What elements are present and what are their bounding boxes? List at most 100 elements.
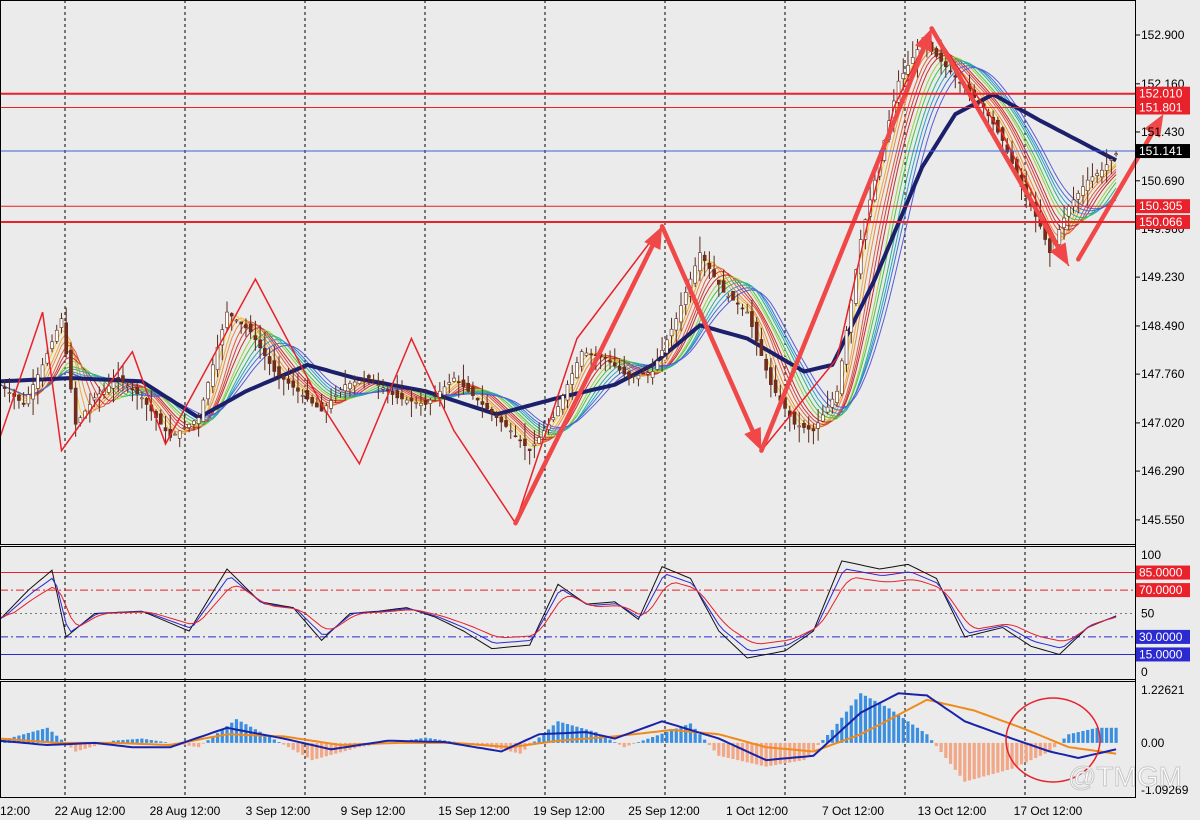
x-tick-label: 13 Oct 12:00 [918, 804, 987, 818]
macd-histogram-bar [580, 728, 584, 743]
macd-histogram-bar [546, 729, 551, 743]
candle-body [480, 401, 485, 405]
macd-histogram-bar [59, 739, 64, 743]
macd-histogram-bar [759, 742, 763, 766]
watermark-text: @TMGM [1068, 761, 1182, 792]
candle-body [357, 380, 362, 384]
candle-body [116, 377, 121, 379]
candle-body [570, 373, 575, 385]
candle-body [225, 311, 229, 328]
macd-histogram-bar [882, 705, 886, 743]
candle-body [622, 367, 627, 375]
macd-histogram-bar [22, 734, 26, 743]
macd-histogram-bar [513, 742, 518, 753]
macd-histogram-bar [693, 728, 697, 743]
candle-body [740, 307, 745, 310]
macd-histogram-bar [703, 739, 707, 743]
macd-y-tick-label: 1.22621 [1141, 683, 1185, 697]
macd-histogram-bar [660, 733, 664, 743]
macd-histogram-bar [310, 742, 314, 761]
candle-body [523, 438, 527, 446]
candle-body [532, 443, 537, 447]
candle-body [400, 393, 404, 400]
candle-body [665, 339, 669, 354]
macd-histogram-bar [168, 742, 172, 744]
candle-body [835, 390, 839, 403]
candle-body [693, 265, 697, 284]
candle-body [1114, 153, 1118, 156]
candle-body [674, 318, 679, 331]
candle-body [584, 352, 589, 356]
candle-body [485, 403, 489, 410]
macd-histogram-bar [613, 742, 617, 743]
candle-body [731, 291, 735, 301]
macd-histogram-bar [45, 727, 49, 743]
macd-histogram-bar [665, 731, 669, 743]
candle-body [773, 379, 778, 393]
macd-histogram-bar [126, 739, 130, 743]
x-tick-label: 9 Sep 12:00 [341, 804, 406, 818]
stoch-y-tick-label: 0 [1141, 665, 1148, 679]
macd-histogram-bar [717, 742, 721, 756]
candle-body [277, 366, 281, 376]
candle-body [329, 400, 333, 409]
macd-histogram-bar [778, 742, 782, 765]
macd-histogram-bar [887, 708, 891, 743]
candle-body [452, 377, 456, 382]
macd-histogram-bar [859, 693, 863, 743]
candle-body [419, 403, 423, 406]
macd-histogram-bar [267, 736, 272, 743]
candle-body [73, 387, 78, 425]
candle-body [726, 295, 731, 298]
macd-histogram-bar [816, 742, 820, 746]
candle-body [764, 358, 768, 371]
highlight-circle [1005, 697, 1101, 783]
macd-histogram-bar [140, 738, 144, 743]
macd-histogram-bar [111, 740, 116, 743]
macd-histogram-bar [1053, 742, 1057, 748]
macd-histogram-bar [78, 742, 82, 751]
macd-histogram-bar [977, 742, 981, 778]
candle-body [551, 417, 556, 421]
candle-body [135, 387, 139, 395]
candle-body [702, 254, 707, 261]
candle-body [679, 305, 683, 323]
macd-histogram-bar [234, 719, 239, 743]
macd-histogram-bar [301, 742, 305, 755]
candle-body [362, 378, 366, 380]
macd-histogram-bar [651, 737, 655, 743]
macd-histogram-bar [830, 729, 834, 743]
candle-body [944, 61, 948, 67]
candle-body [111, 381, 116, 389]
candle-body [839, 360, 844, 395]
trend-arrow-head [1144, 114, 1164, 138]
candle-body [1095, 173, 1099, 176]
candle-body [428, 399, 433, 404]
candle-body [438, 390, 442, 398]
candle-body [631, 375, 636, 378]
candle-body [69, 349, 73, 390]
macd-histogram-bar [1034, 742, 1038, 758]
macd-histogram-bar [1081, 731, 1085, 743]
macd-histogram-bar [532, 741, 536, 743]
macd-histogram-bar [1095, 727, 1099, 743]
candle-body [499, 416, 504, 423]
candle-body [830, 398, 835, 408]
macd-histogram-bar [788, 742, 792, 763]
macd-histogram-bar [230, 722, 234, 743]
candle-body [660, 350, 664, 357]
candle-body [575, 362, 579, 379]
x-tick-label: 12:00 [0, 804, 30, 818]
candle-body [1104, 164, 1109, 171]
macd-histogram-bar [324, 742, 328, 757]
macd-histogram-bar [220, 729, 224, 743]
candle-body [494, 414, 499, 418]
candle-body [390, 391, 395, 395]
stoch-level-label: 85.0000 [1139, 566, 1183, 580]
candle-body [896, 80, 901, 103]
macd-histogram-bar [589, 730, 593, 743]
macd-histogram-bar [982, 742, 986, 777]
candle-body [263, 347, 267, 356]
